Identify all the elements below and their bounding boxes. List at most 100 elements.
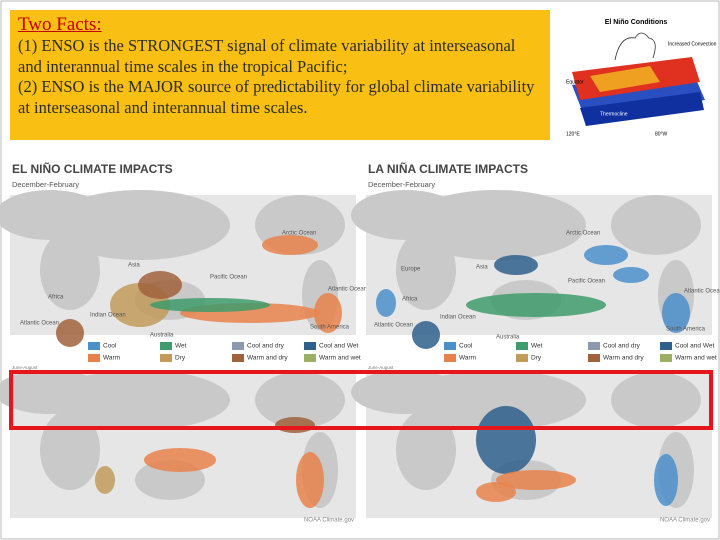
- legend-label: Warm and wet: [319, 355, 361, 362]
- region-label: Atlantic Ocean: [374, 323, 413, 329]
- legend-swatch: [660, 354, 672, 362]
- land: [406, 190, 586, 260]
- diagram-label: 80°W: [655, 131, 668, 137]
- land: [40, 410, 100, 490]
- impact-maps: EL NIÑO CLIMATE IMPACTS December-February…: [0, 161, 720, 524]
- legend-swatch: [88, 354, 100, 362]
- warm-core: [590, 66, 660, 92]
- region-label: South America: [666, 327, 706, 333]
- region-label: Indian Ocean: [440, 315, 476, 321]
- legend-swatch: [588, 354, 600, 362]
- impact-area: [476, 482, 516, 502]
- region-label: Atlantic Ocean: [328, 287, 367, 293]
- diagram-label: Thermocline: [600, 111, 628, 117]
- impact-area: [412, 321, 440, 349]
- diagram-label: 120°E: [566, 131, 580, 137]
- map-season: December-February: [12, 180, 79, 189]
- legend-label: Warm and dry: [603, 355, 644, 362]
- map-season: June-August: [368, 365, 394, 370]
- region-label: Pacific Ocean: [210, 275, 247, 281]
- region-label: Atlantic Ocean: [684, 289, 720, 295]
- map-title: LA NIÑA CLIMATE IMPACTS: [368, 161, 528, 176]
- legend-swatch: [304, 342, 316, 350]
- legend-swatch: [516, 342, 528, 350]
- land: [255, 372, 345, 428]
- region-label: Australia: [150, 333, 174, 339]
- impact-area: [494, 255, 538, 275]
- map-title: EL NIÑO CLIMATE IMPACTS: [12, 161, 173, 176]
- legend-swatch: [444, 342, 456, 350]
- legend-swatch: [232, 354, 244, 362]
- map-credit: NOAA Climate.gov: [660, 518, 710, 524]
- legend-swatch: [304, 354, 316, 362]
- legend-label: Warm: [103, 355, 120, 362]
- facts-title: Two Facts:: [18, 14, 102, 35]
- impact-area: [613, 267, 649, 283]
- legend-label: Cool: [459, 343, 473, 350]
- land: [40, 230, 100, 310]
- impact-area: [138, 271, 182, 299]
- highlight-box: [9, 370, 713, 430]
- impact-area: [144, 448, 216, 472]
- diagram-title: El Niño Conditions: [605, 19, 668, 26]
- legend-swatch: [516, 354, 528, 362]
- diagram-label: Equator: [566, 79, 584, 85]
- map-season: June-August: [12, 365, 38, 370]
- land: [396, 410, 456, 490]
- impact-area: [476, 406, 536, 474]
- legend-swatch: [232, 342, 244, 350]
- region-label: Europe: [401, 267, 421, 273]
- impact-area: [150, 298, 270, 312]
- legend-swatch: [660, 342, 672, 350]
- legend-label: Cool and Wet: [675, 343, 714, 350]
- region-label: Asia: [128, 263, 140, 269]
- facts-box: Two Facts: (1) ENSO is the STRONGEST sig…: [10, 10, 550, 140]
- region-label: Asia: [476, 265, 488, 271]
- legend-swatch: [588, 342, 600, 350]
- legend-swatch: [160, 342, 172, 350]
- legend-label: Cool: [103, 343, 117, 350]
- deep-layer: [580, 92, 704, 126]
- impact-area: [314, 293, 342, 333]
- impact-area: [466, 293, 606, 317]
- impact-area: [262, 235, 318, 255]
- map-season: December-February: [368, 180, 435, 189]
- legend-swatch: [160, 354, 172, 362]
- fact: (2) ENSO is the MAJOR source of predicta…: [18, 77, 535, 117]
- land: [50, 190, 230, 260]
- region-label: Australia: [496, 335, 520, 341]
- legend-label: Cool and dry: [247, 343, 285, 350]
- enso-diagram: El Niño Conditions Increased Convection …: [560, 10, 717, 140]
- map-credit: NOAA Climate.gov: [304, 518, 354, 524]
- legend-label: Warm: [459, 355, 476, 362]
- impact-area: [376, 289, 396, 317]
- impact-area: [654, 454, 678, 506]
- legend-swatch: [88, 342, 100, 350]
- impact-area: [275, 417, 315, 433]
- diagram-label: Increased Convection: [668, 41, 717, 47]
- region-label: Pacific Ocean: [568, 279, 605, 285]
- region-label: Arctic Ocean: [282, 231, 316, 237]
- legend-label: Cool and Wet: [319, 343, 358, 350]
- region-label: South America: [310, 325, 350, 331]
- region-label: Indian Ocean: [90, 313, 126, 319]
- region-label: Africa: [402, 297, 418, 303]
- impact-area: [56, 319, 84, 347]
- impact-area: [296, 452, 324, 508]
- impact-area: [95, 466, 115, 494]
- legend-label: Warm and wet: [675, 355, 717, 362]
- convection-cloud: [614, 32, 656, 61]
- land: [611, 195, 701, 255]
- legend-label: Warm and dry: [247, 355, 288, 362]
- legend-label: Wet: [531, 343, 543, 350]
- region-label: Arctic Ocean: [566, 231, 600, 237]
- region-label: Africa: [48, 295, 64, 301]
- legend-label: Cool and dry: [603, 343, 641, 350]
- land: [611, 372, 701, 428]
- impact-area: [584, 245, 628, 265]
- region-label: Atlantic Ocean: [20, 321, 59, 327]
- land: [396, 230, 456, 310]
